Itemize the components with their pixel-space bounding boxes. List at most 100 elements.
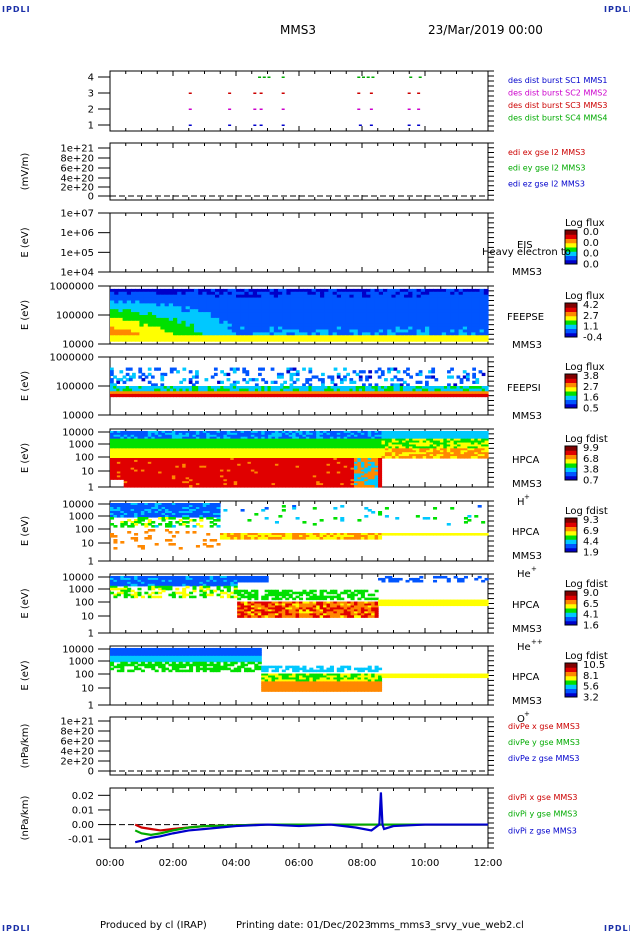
heatmap-cell — [391, 320, 397, 325]
heatmap-cell — [132, 375, 136, 379]
heatmap-cell — [254, 452, 259, 455]
heatmap-cell — [483, 317, 489, 322]
heatmap-cell — [459, 391, 464, 395]
heatmap-cell — [171, 463, 176, 467]
heatmap-cell — [396, 393, 401, 398]
heatmap-cell — [126, 315, 132, 319]
heatmap-cell — [299, 467, 304, 471]
heatmap-cell — [189, 306, 195, 310]
heatmap-cell — [137, 440, 142, 444]
heatmap-cell — [195, 370, 199, 374]
heatmap-cell — [242, 378, 247, 382]
heatmap-cell — [478, 386, 483, 390]
heatmap-cell — [278, 306, 283, 310]
heatmap-cell — [358, 370, 363, 374]
heatmap-cell — [387, 294, 392, 299]
heatmap-cell — [178, 440, 183, 444]
heatmap-cell — [381, 448, 386, 451]
heatmap-cell — [288, 440, 293, 444]
heatmap-cell — [257, 303, 262, 307]
heatmap-cell — [236, 288, 241, 293]
heatmap-cell — [164, 461, 170, 465]
heatmap-cell — [398, 444, 403, 447]
heatmap-cell — [357, 312, 363, 316]
heatmap-cell — [268, 436, 273, 440]
heatmap-cell — [450, 391, 454, 395]
heatmap-cell — [240, 294, 245, 299]
heatmap-cell — [349, 309, 355, 313]
heatmap-cell — [391, 446, 396, 449]
heatmap-cell — [366, 317, 371, 322]
heatmap-cell — [140, 467, 145, 471]
heatmap-cell — [220, 393, 224, 398]
heatmap-cell — [405, 436, 410, 440]
hpca-h-charge: + — [524, 493, 530, 501]
heatmap-cell — [309, 465, 314, 469]
heatmap-cell — [367, 448, 372, 451]
heatmap-cell — [323, 467, 328, 471]
heatmap-cell — [368, 370, 373, 374]
heatmap-cell — [288, 469, 293, 473]
heatmap-cell — [130, 461, 135, 465]
heatmap-cell — [261, 434, 266, 438]
heatmap-cell — [378, 300, 384, 304]
heatmap-cell — [206, 297, 212, 302]
heatmap-cell — [285, 450, 290, 453]
heatmap-cell — [118, 332, 124, 336]
heatmap-cell — [231, 326, 237, 331]
heatmap-cell — [139, 300, 145, 304]
heatmap-cell — [122, 386, 127, 390]
heatmap-cell — [311, 297, 317, 302]
heatmap-cell — [178, 442, 183, 446]
heatmap-cell — [290, 335, 296, 339]
heatmap-cell — [245, 393, 250, 398]
heatmap-cell — [118, 297, 124, 302]
heatmap-cell — [415, 452, 420, 455]
heatmap-cell — [429, 309, 434, 313]
heatmap-cell — [343, 452, 348, 455]
heatmap-cell — [120, 448, 125, 451]
heatmap-cell — [139, 323, 145, 328]
heatmap-cell — [229, 367, 234, 371]
heatmap-cell — [110, 378, 114, 382]
heatmap-cell — [113, 391, 117, 395]
heatmap-cell — [450, 306, 455, 310]
heatmap-cell — [114, 332, 119, 336]
heatmap-cell — [429, 315, 434, 319]
heatmap-cell — [227, 312, 233, 316]
heatmap-cell — [147, 388, 152, 392]
heatmap-cell — [290, 326, 296, 331]
heatmap-cell — [168, 442, 173, 446]
heatmap-cell — [374, 383, 379, 387]
heatmap-cell — [144, 471, 149, 475]
heatmap-cell — [343, 436, 348, 440]
heatmap-cell — [189, 315, 195, 319]
heatmap-cell — [147, 326, 153, 331]
heatmap-cell — [281, 461, 286, 465]
heatmap-cell — [420, 315, 426, 319]
heatmap-cell — [292, 440, 297, 444]
heatmap-cell — [294, 335, 300, 339]
heatmap-cell — [173, 312, 178, 316]
heatmap-cell — [345, 317, 350, 322]
heatmap-cell — [302, 386, 306, 390]
heatmap-cell — [175, 469, 180, 473]
heatmap-cell — [122, 317, 128, 322]
heatmap-cell — [412, 329, 418, 333]
heatmap-cell — [390, 378, 395, 382]
heatmap-cell — [391, 436, 396, 440]
heatmap-cell — [273, 329, 279, 333]
heatmap-cell — [479, 288, 485, 293]
heatmap-cell — [137, 465, 142, 469]
heatmap-cell — [380, 391, 385, 395]
heatmap-cell — [261, 391, 265, 395]
heatmap-cell — [116, 454, 121, 457]
heatmap-cell — [428, 388, 432, 392]
heatmap-cell — [236, 297, 241, 302]
heatmap-cell — [227, 323, 233, 328]
heatmap-cell — [271, 454, 276, 457]
heatmap-cell — [119, 386, 124, 390]
heatmap-cell — [245, 388, 250, 392]
heatmap-cell — [169, 388, 174, 392]
heatmap-cell — [378, 448, 383, 451]
